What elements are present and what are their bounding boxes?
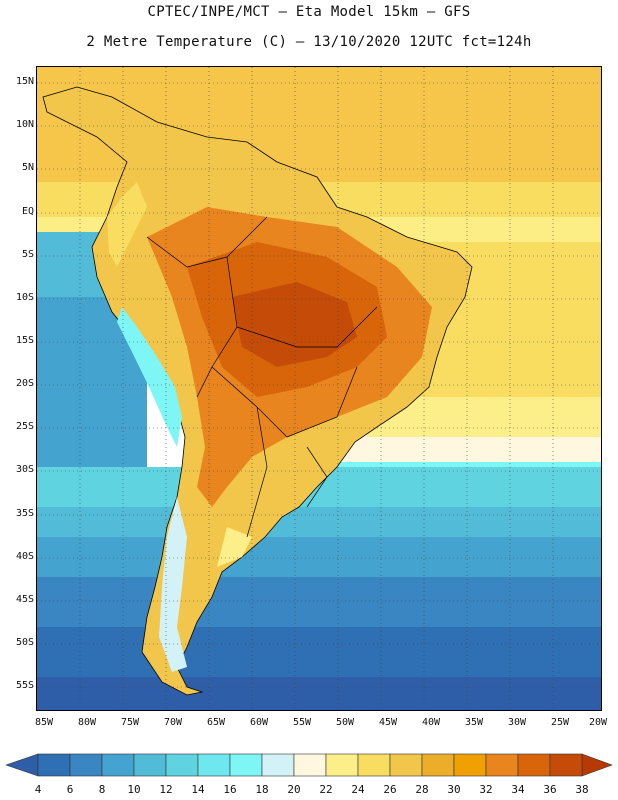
title-line-2: 2 Metre Temperature (C) – 13/10/2020 12U… — [86, 34, 532, 50]
lat-label: 50S — [15, 637, 34, 648]
colorbar-cell — [133, 753, 167, 777]
colorbar-cell — [325, 753, 359, 777]
lon-label: 30W — [507, 717, 527, 728]
colorbar-label: 10 — [127, 783, 141, 796]
temperature-map[interactable] — [36, 66, 602, 711]
colorbar-arrow-low — [5, 753, 39, 777]
colorbar-label: 18 — [255, 783, 269, 796]
colorbar-label: 14 — [191, 783, 205, 796]
lon-label: 50W — [335, 717, 355, 728]
colorbar-label: 38 — [575, 783, 589, 796]
colorbar-label: 24 — [351, 783, 365, 796]
lat-label: 30S — [15, 464, 34, 475]
colorbar-label: 22 — [319, 783, 333, 796]
colorbar-label: 16 — [223, 783, 237, 796]
colorbar-label: 12 — [159, 783, 173, 796]
colorbar-cell — [517, 753, 551, 777]
lon-label: 55W — [292, 717, 312, 728]
colorbar-label: 36 — [543, 783, 557, 796]
colorbar-arrow-high — [581, 753, 613, 777]
colorbar-label: 34 — [511, 783, 525, 796]
colorbar-label: 20 — [287, 783, 301, 796]
colorbar-label: 6 — [66, 783, 74, 796]
lon-label: 60W — [249, 717, 269, 728]
lat-label: EQ — [21, 206, 34, 217]
lat-label: 5S — [21, 249, 34, 260]
lon-label: 25W — [550, 717, 570, 728]
colorbar-cell — [261, 753, 295, 777]
lat-label: 45S — [15, 594, 34, 605]
lon-label: 20W — [588, 717, 608, 728]
colorbar — [5, 753, 613, 777]
lat-label: 25S — [15, 421, 34, 432]
lat-label: 35S — [15, 508, 34, 519]
colorbar-label: 28 — [415, 783, 429, 796]
lon-label: 80W — [77, 717, 97, 728]
colorbar-cell — [229, 753, 263, 777]
lon-label: 40W — [421, 717, 441, 728]
colorbar-cell — [69, 753, 103, 777]
colorbar-cell — [453, 753, 487, 777]
lat-label: 55S — [15, 680, 34, 691]
colorbar-label: 26 — [383, 783, 397, 796]
lat-label: 10N — [15, 119, 34, 130]
south-america-landmass — [42, 86, 473, 696]
title-line-1: CPTEC/INPE/MCT – Eta Model 15km – GFS — [147, 4, 471, 20]
lon-label: 70W — [163, 717, 183, 728]
lat-label: 5N — [21, 162, 34, 173]
colorbar-label: 8 — [98, 783, 106, 796]
colorbar-cell — [293, 753, 327, 777]
lat-label: 20S — [15, 378, 34, 389]
colorbar-cell — [101, 753, 135, 777]
colorbar-label: 4 — [34, 783, 42, 796]
lon-label: 65W — [206, 717, 226, 728]
lat-label: 40S — [15, 551, 34, 562]
lon-label: 75W — [120, 717, 140, 728]
colorbar-label: 30 — [447, 783, 461, 796]
lon-label: 85W — [34, 717, 54, 728]
colorbar-cell — [357, 753, 391, 777]
colorbar-cell — [549, 753, 583, 777]
lat-label: 15S — [15, 335, 34, 346]
colorbar-cell — [389, 753, 423, 777]
colorbar-cell — [197, 753, 231, 777]
colorbar-label: 32 — [479, 783, 493, 796]
lat-label: 15N — [15, 76, 34, 87]
country-borders — [146, 216, 378, 538]
colorbar-cell — [165, 753, 199, 777]
colorbar-cell — [485, 753, 519, 777]
lon-label: 35W — [464, 717, 484, 728]
map-canvas — [37, 67, 601, 710]
lat-label: 10S — [15, 292, 34, 303]
colorbar-cell — [37, 753, 71, 777]
colorbar-cell — [421, 753, 455, 777]
lon-label: 45W — [378, 717, 398, 728]
